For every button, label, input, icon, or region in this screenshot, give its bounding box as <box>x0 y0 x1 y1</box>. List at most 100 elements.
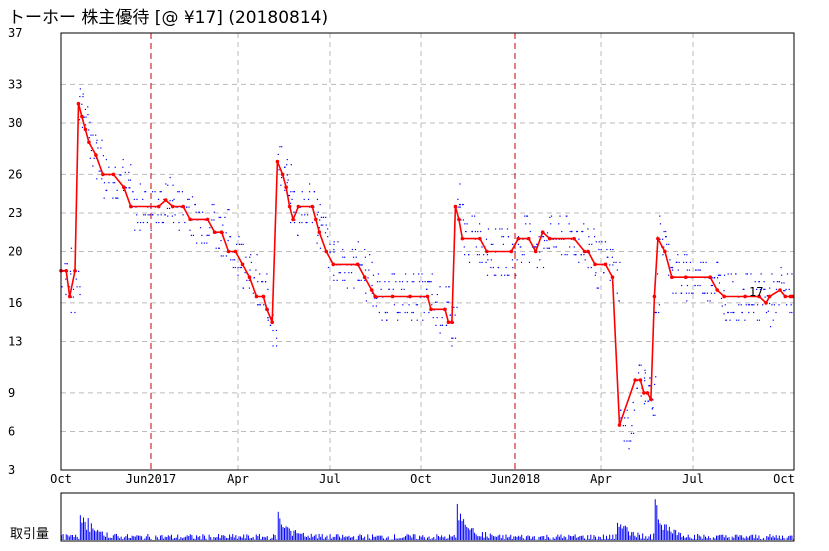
bid-dot <box>597 287 599 289</box>
bid-dot <box>78 119 81 121</box>
bid-dot <box>631 425 633 427</box>
bid-dot <box>92 134 94 136</box>
bid-dot <box>436 317 438 319</box>
y-tick-label: 13 <box>8 334 22 348</box>
volume-bar <box>313 535 315 540</box>
volume-bar <box>700 536 702 540</box>
bid-dot <box>325 216 327 218</box>
bid-dot <box>333 279 335 281</box>
bid-dot <box>698 269 700 271</box>
bid-dot <box>593 236 596 238</box>
bid-dot <box>392 288 394 290</box>
price-point <box>205 217 210 222</box>
bid-dot <box>169 200 171 202</box>
price-point <box>170 204 175 209</box>
bid-dot <box>612 264 614 266</box>
bid-dot <box>706 292 709 294</box>
price-point <box>122 185 126 190</box>
bid-dot <box>721 305 723 307</box>
bid-dot <box>98 170 100 172</box>
volume-bar <box>538 536 540 540</box>
bid-dot <box>686 284 688 287</box>
bid-dot <box>583 223 585 225</box>
bid-dot <box>333 274 335 276</box>
volume-bar <box>158 539 160 540</box>
bid-dot <box>520 261 523 263</box>
bid-dot <box>526 215 528 217</box>
volume-bar <box>664 524 666 540</box>
bid-dot <box>218 247 220 249</box>
bid-dot <box>307 198 310 201</box>
bid-dot <box>596 287 598 289</box>
bid-dot <box>397 319 399 321</box>
bid-dot <box>659 223 662 225</box>
volume-bar <box>703 534 705 540</box>
bid-dot <box>76 286 78 288</box>
volume-bar <box>84 521 86 540</box>
bid-dot <box>194 203 196 206</box>
bid-dot <box>112 182 114 184</box>
volume-bar <box>415 539 417 540</box>
bid-dot <box>633 409 636 411</box>
bid-dot <box>710 284 712 287</box>
bid-dot <box>609 279 611 281</box>
volume-bar <box>693 534 695 540</box>
bid-dot <box>233 259 236 261</box>
bid-dot <box>686 300 688 302</box>
volume-bar <box>208 534 210 540</box>
volume-bar <box>123 537 125 540</box>
bid-dot <box>742 288 744 290</box>
bid-dot <box>258 304 260 306</box>
bid-dot <box>486 274 489 276</box>
bid-dot <box>355 256 357 258</box>
bid-dot <box>481 246 483 248</box>
x-tick-label: Oct <box>773 472 795 486</box>
bid-dot <box>242 243 244 245</box>
volume-bar <box>645 536 647 540</box>
bid-dot <box>395 281 397 283</box>
bid-dot <box>162 221 164 224</box>
bid-dot <box>668 274 670 276</box>
price-point <box>317 230 322 235</box>
volume-bar <box>81 522 83 540</box>
bid-dot <box>353 287 355 289</box>
price-point <box>670 275 674 280</box>
bid-dot <box>158 221 160 224</box>
volume-bar <box>621 528 623 540</box>
price-point <box>603 262 608 267</box>
price-point <box>767 294 772 299</box>
bid-dot <box>350 272 353 274</box>
bid-dot <box>459 183 461 185</box>
bid-dot <box>239 266 241 269</box>
volume-bar <box>119 538 121 540</box>
bid-dot <box>79 293 81 296</box>
bid-dot <box>519 246 521 248</box>
bid-dot <box>555 246 557 248</box>
bid-dot <box>468 261 471 263</box>
bid-dot <box>791 273 793 275</box>
bid-dot <box>65 278 67 280</box>
bid-dot <box>732 281 734 283</box>
volume-bar <box>321 534 323 540</box>
bid-dot <box>692 292 694 294</box>
bid-dot <box>173 198 175 201</box>
bid-dot <box>665 236 667 238</box>
volume-bar <box>596 539 598 540</box>
bid-dot <box>789 311 791 314</box>
volume-bar <box>717 535 719 540</box>
volume-bar <box>563 536 565 540</box>
bid-dot <box>758 281 760 283</box>
bid-dot <box>333 248 335 251</box>
bid-dot <box>66 263 68 265</box>
bid-dot <box>97 147 99 149</box>
volume-bar <box>706 538 708 540</box>
bid-dot <box>514 251 516 253</box>
bid-dot <box>536 243 538 245</box>
bid-dot <box>485 261 487 263</box>
bid-dot <box>764 288 766 290</box>
volume-bar <box>426 537 428 540</box>
bid-dot <box>365 292 367 294</box>
bid-dot <box>689 261 692 263</box>
bid-dot <box>322 224 324 226</box>
bid-dot <box>764 296 766 298</box>
